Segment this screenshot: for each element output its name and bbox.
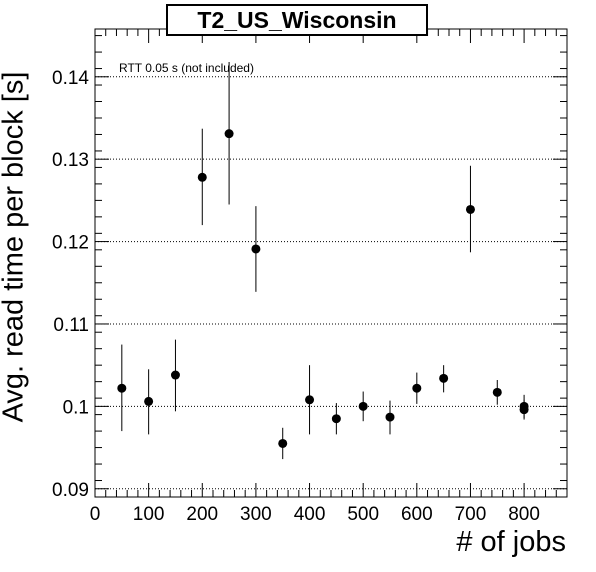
x-tick-label: 300 (240, 504, 272, 525)
y-tick-label: 0.14 (52, 68, 89, 89)
x-tick-label: 500 (347, 504, 379, 525)
data-point (305, 395, 315, 405)
chart-title: T2_US_Wisconsin (166, 4, 428, 36)
data-point (224, 129, 234, 139)
x-tick-label: 0 (90, 504, 101, 525)
y-axis-label: Avg. read time per block [s] (0, 71, 30, 423)
y-tick-label: 0.09 (52, 480, 89, 501)
data-point (439, 373, 449, 383)
y-tick-label: 0.12 (52, 233, 89, 254)
y-tick-label: 0.13 (52, 150, 89, 171)
data-point (170, 370, 180, 380)
x-tick-label: 700 (455, 504, 487, 525)
x-tick-label: 100 (133, 504, 165, 525)
data-point (117, 383, 127, 393)
data-point (412, 383, 422, 393)
plot-frame (94, 28, 568, 498)
data-point (385, 412, 395, 422)
data-point (197, 172, 207, 182)
data-point (519, 405, 529, 415)
y-tick-label: 0.11 (53, 315, 89, 336)
x-axis-label: # of jobs (456, 526, 566, 558)
data-point (465, 204, 475, 214)
rtt-annotation: RTT 0.05 s (not included) (119, 61, 254, 75)
x-tick-label: 400 (294, 504, 326, 525)
y-tick-label: 0.1 (63, 397, 89, 418)
x-tick-label: 600 (401, 504, 433, 525)
data-point (251, 244, 261, 254)
data-point (358, 401, 368, 411)
data-point (492, 387, 502, 397)
x-tick-label: 200 (186, 504, 218, 525)
data-point (331, 414, 341, 424)
data-point (278, 438, 288, 448)
x-tick-label: 800 (508, 504, 540, 525)
data-point (144, 396, 154, 406)
